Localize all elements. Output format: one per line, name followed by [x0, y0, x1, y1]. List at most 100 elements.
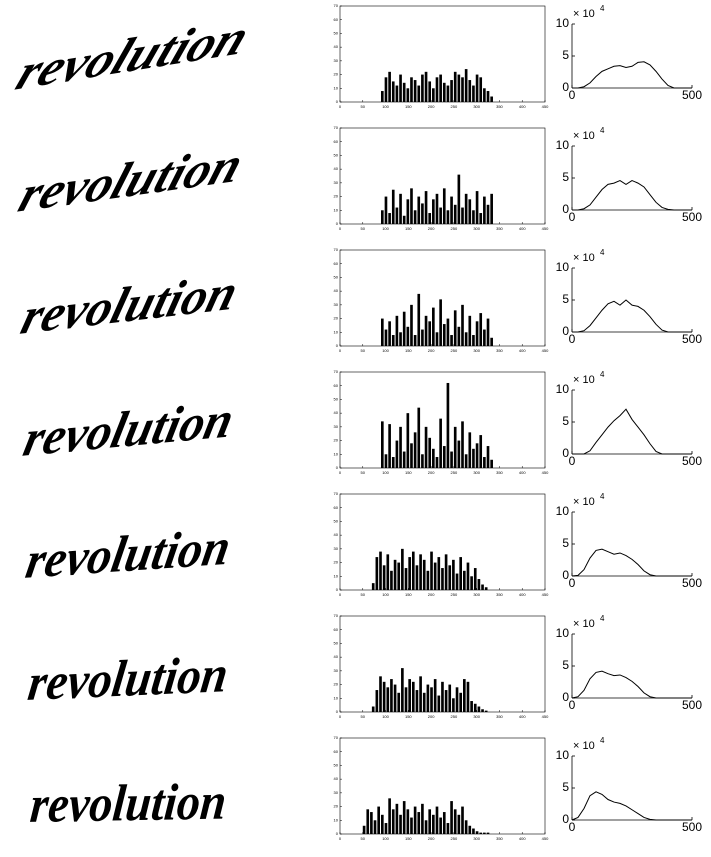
histogram-bar [427, 571, 430, 590]
histogram-bar [392, 335, 395, 346]
histogram-bar [417, 197, 420, 224]
histogram-bar [445, 690, 448, 712]
x-tick-label: 100 [382, 470, 389, 475]
x-tick-label: 500 [682, 820, 702, 834]
histogram-bar [381, 210, 384, 224]
y-tick-label: 20 [334, 560, 339, 565]
x-tick-label: 0 [339, 714, 342, 719]
histogram-bar [472, 86, 475, 102]
y-tick-label: 50 [334, 640, 339, 645]
x-tick-label: 100 [382, 348, 389, 353]
y-tick-label: 40 [334, 44, 339, 49]
histogram-bar [490, 338, 493, 346]
y-tick-label: 40 [334, 776, 339, 781]
histogram-bar [399, 332, 402, 346]
x-tick-label: 250 [451, 348, 458, 353]
histogram-bar [472, 210, 475, 224]
x-tick-label: 450 [542, 226, 549, 231]
histogram-bar [490, 194, 493, 224]
histogram-bar [410, 443, 413, 468]
histogram-bar [428, 213, 431, 224]
histogram-bar [396, 316, 399, 346]
histogram-bar [447, 383, 450, 468]
histogram-bar [412, 682, 415, 712]
x-tick-label: 100 [382, 104, 389, 109]
y-tick-label: 70 [334, 491, 339, 496]
histogram-bar [385, 454, 388, 468]
histogram-bar [392, 457, 395, 468]
histogram-bar [454, 72, 457, 102]
y-tick-label: 50 [334, 30, 339, 35]
histogram-bar [458, 815, 461, 834]
y-tick-label: 30 [334, 668, 339, 673]
x-tick-label: 400 [519, 226, 526, 231]
histogram-bar [430, 552, 433, 590]
histogram-bar [407, 88, 410, 102]
histogram-bar [490, 97, 493, 102]
histogram-bar [379, 676, 382, 712]
histogram-bar [401, 549, 404, 590]
histogram-bar [425, 72, 428, 102]
histogram-bar [458, 175, 461, 224]
histogram-bar [421, 454, 424, 468]
histogram-bar [443, 188, 446, 224]
y-tick-label: 60 [334, 17, 339, 22]
histogram-bar [417, 86, 420, 102]
histogram-bar [421, 203, 424, 224]
x-tick-label: 200 [428, 348, 435, 353]
x-tick-label: 0 [339, 836, 342, 841]
histogram-bar [483, 457, 486, 468]
x-tick-label: 500 [682, 454, 702, 468]
histogram-bar [392, 809, 395, 834]
histogram-bar [437, 696, 440, 712]
y-tick-label: 60 [334, 383, 339, 388]
histogram-bar [419, 554, 422, 590]
histogram-bar [428, 81, 431, 102]
y-tick-label: 70 [334, 3, 339, 8]
y-tick-label: 60 [334, 505, 339, 510]
histogram-bar [487, 205, 490, 224]
plot-frame [340, 6, 545, 102]
y-tick-label: 10 [556, 16, 570, 30]
y-tick-label: 60 [334, 627, 339, 632]
y-tick-label: 30 [334, 302, 339, 307]
histogram-bar [383, 565, 386, 590]
y-tick-label: 10 [334, 695, 339, 700]
histogram-bar [479, 435, 482, 468]
histogram-bar [476, 321, 479, 346]
histogram-bar [381, 815, 384, 834]
x-tick-label: 300 [473, 226, 480, 231]
scale-label: × 10 [573, 130, 595, 142]
x-tick-label: 0 [569, 698, 576, 712]
x-tick-label: 300 [473, 348, 480, 353]
histogram-bar [458, 441, 461, 468]
histogram-bar [432, 199, 435, 224]
histogram-bar [436, 332, 439, 346]
histogram-bar [452, 698, 455, 712]
histogram-bar [468, 826, 471, 834]
curve [572, 671, 692, 698]
x-tick-label: 350 [496, 226, 503, 231]
plot-frame [340, 128, 545, 224]
histogram-bar [397, 693, 400, 712]
x-tick-label: 400 [519, 470, 526, 475]
histogram-bar [414, 807, 417, 834]
y-tick-label: 50 [334, 396, 339, 401]
histogram-bar [450, 452, 453, 468]
histogram-bar [472, 449, 475, 468]
x-tick-label: 100 [382, 592, 389, 597]
histogram-bar [397, 563, 400, 590]
histogram-bar [401, 668, 404, 712]
histogram-bar [456, 574, 459, 590]
histogram-bar [410, 77, 413, 102]
x-tick-label: 150 [405, 470, 412, 475]
handwritten-word: revolution [28, 772, 229, 833]
histogram-bar [372, 707, 375, 712]
histogram-bar [463, 571, 466, 590]
histogram-bar [399, 194, 402, 224]
curve [572, 792, 692, 820]
histogram-bar [410, 305, 413, 346]
histogram-bar [470, 701, 473, 712]
y-tick-label: 50 [334, 518, 339, 523]
y-tick-label: 5 [562, 414, 569, 428]
